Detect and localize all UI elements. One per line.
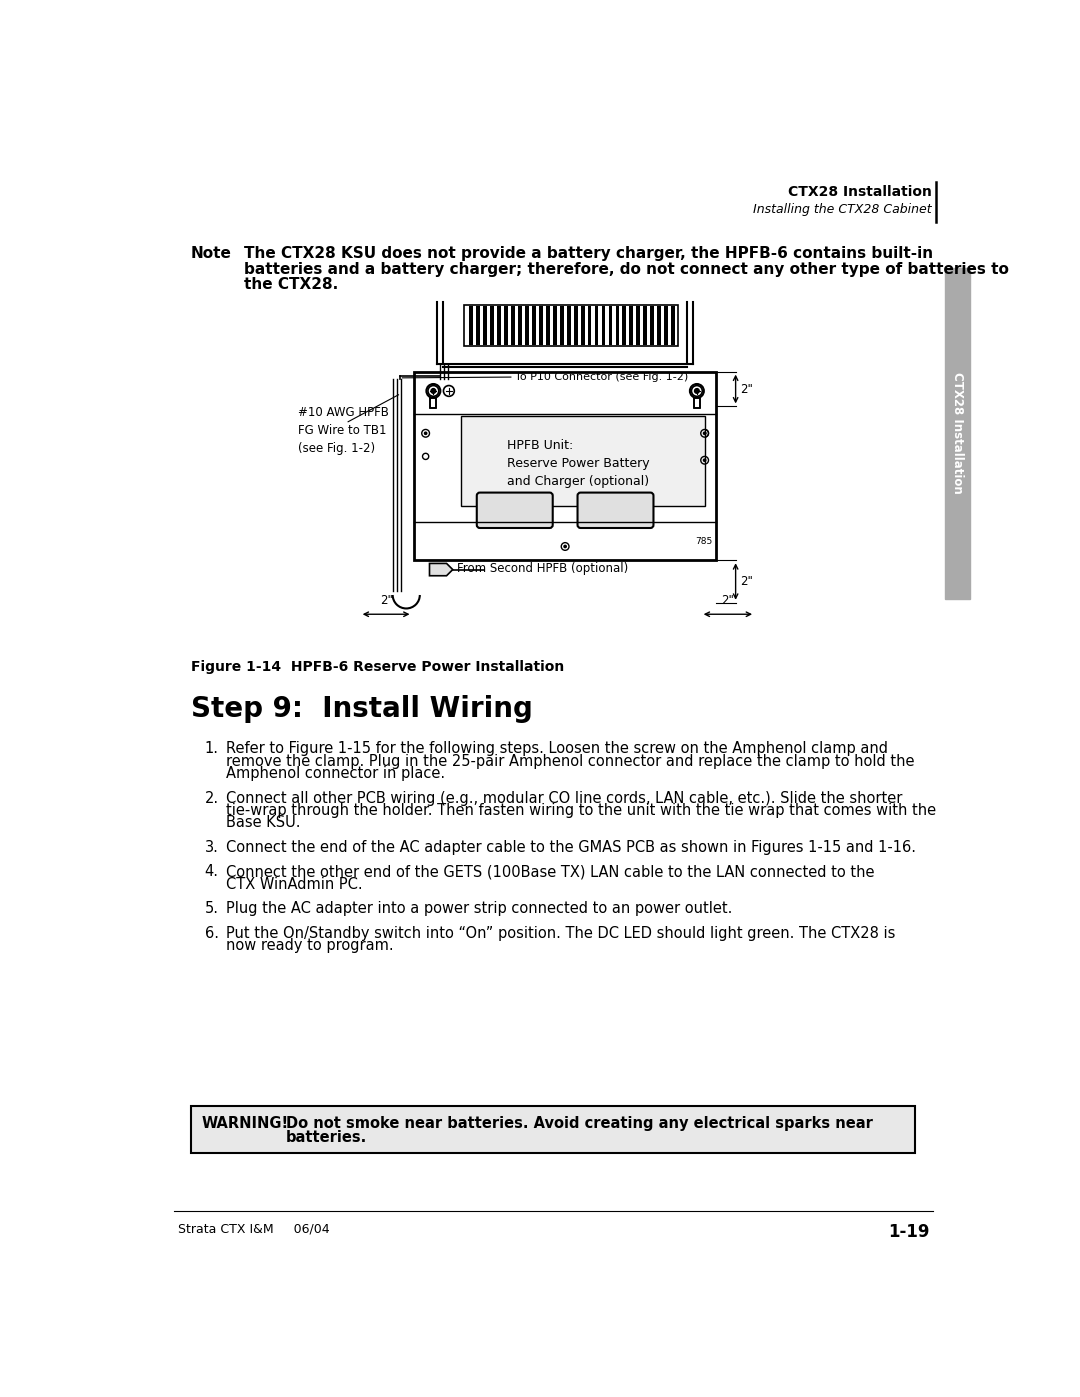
- Circle shape: [703, 432, 706, 434]
- Bar: [469, 306, 473, 345]
- Text: 785: 785: [696, 538, 713, 546]
- Bar: [460, 416, 704, 507]
- Bar: [945, 268, 971, 599]
- Bar: [511, 306, 515, 345]
- Text: 1-19: 1-19: [888, 1222, 930, 1241]
- Bar: [693, 398, 700, 408]
- Bar: [497, 306, 501, 345]
- Circle shape: [694, 388, 699, 393]
- Bar: [559, 306, 564, 345]
- Bar: [490, 306, 494, 345]
- Text: Connect all other PCB wiring (e.g., modular CO line cords, LAN cable, etc.). Sli: Connect all other PCB wiring (e.g., modu…: [227, 791, 903, 806]
- Text: From Second HPFB (optional): From Second HPFB (optional): [457, 562, 627, 574]
- Bar: [464, 305, 677, 346]
- FancyBboxPatch shape: [578, 493, 653, 528]
- Text: 2": 2": [740, 383, 753, 395]
- Text: Note: Note: [191, 246, 232, 261]
- Text: The CTX28 KSU does not provide a battery charger, the HPFB-6 contains built-in: The CTX28 KSU does not provide a battery…: [243, 246, 933, 261]
- Text: 2": 2": [740, 576, 753, 588]
- Text: Connect the end of the AC adapter cable to the GMAS PCB as shown in Figures 1-15: Connect the end of the AC adapter cable …: [227, 840, 917, 855]
- Text: #10 AWG HPFB
FG Wire to TB1
(see Fig. 1-2): #10 AWG HPFB FG Wire to TB1 (see Fig. 1-…: [298, 407, 389, 455]
- Bar: [672, 306, 675, 345]
- Bar: [191, 1105, 916, 1154]
- Text: CTX28 Installation: CTX28 Installation: [950, 373, 963, 495]
- Text: the CTX28.: the CTX28.: [243, 277, 338, 292]
- Text: WARNING!: WARNING!: [202, 1116, 288, 1132]
- Text: Connect the other end of the GETS (100Base TX) LAN cable to the LAN connected to: Connect the other end of the GETS (100Ba…: [227, 865, 875, 880]
- Bar: [602, 306, 606, 345]
- Bar: [531, 306, 536, 345]
- Bar: [483, 306, 487, 345]
- Bar: [545, 306, 550, 345]
- Bar: [595, 306, 598, 345]
- Text: Do not smoke near batteries. Avoid creating any electrical sparks near: Do not smoke near batteries. Avoid creat…: [286, 1116, 873, 1132]
- Text: tie-wrap through the holder. Then fasten wiring to the unit with the tie wrap th: tie-wrap through the holder. Then fasten…: [227, 803, 936, 817]
- Bar: [525, 306, 529, 345]
- Text: Amphenol connector in place.: Amphenol connector in place.: [227, 766, 446, 781]
- Bar: [630, 306, 633, 345]
- Text: now ready to program.: now ready to program.: [227, 939, 394, 953]
- Bar: [622, 306, 626, 345]
- Text: Step 9:  Install Wiring: Step 9: Install Wiring: [191, 696, 532, 724]
- Bar: [664, 306, 669, 345]
- Bar: [644, 306, 647, 345]
- Text: 2.: 2.: [204, 791, 218, 806]
- Text: Strata CTX I&M     06/04: Strata CTX I&M 06/04: [177, 1222, 329, 1235]
- Bar: [658, 306, 661, 345]
- Circle shape: [431, 388, 435, 393]
- Bar: [616, 306, 619, 345]
- Polygon shape: [430, 563, 453, 576]
- Circle shape: [424, 432, 427, 434]
- FancyBboxPatch shape: [476, 493, 553, 528]
- Text: Installing the CTX28 Cabinet: Installing the CTX28 Cabinet: [753, 203, 932, 215]
- Bar: [414, 372, 716, 560]
- Bar: [553, 306, 556, 345]
- Bar: [539, 306, 542, 345]
- Bar: [581, 306, 584, 345]
- Text: batteries.: batteries.: [286, 1130, 367, 1146]
- Text: CTX28 Installation: CTX28 Installation: [787, 186, 932, 200]
- Text: To P10 Connector (see Fig. 1-2): To P10 Connector (see Fig. 1-2): [515, 372, 688, 383]
- Text: Refer to Figure 1-15 for the following steps. Loosen the screw on the Amphenol c: Refer to Figure 1-15 for the following s…: [227, 742, 889, 756]
- Text: 2": 2": [721, 594, 734, 606]
- Bar: [573, 306, 578, 345]
- Text: 6.: 6.: [205, 926, 218, 942]
- Text: 2": 2": [380, 594, 392, 606]
- Text: 5.: 5.: [205, 901, 218, 916]
- Bar: [476, 306, 480, 345]
- Text: remove the clamp. Plug in the 25-pair Amphenol connector and replace the clamp t: remove the clamp. Plug in the 25-pair Am…: [227, 753, 915, 768]
- Text: 1.: 1.: [205, 742, 218, 756]
- Bar: [650, 306, 654, 345]
- Circle shape: [703, 460, 706, 461]
- Text: Plug the AC adapter into a power strip connected to an power outlet.: Plug the AC adapter into a power strip c…: [227, 901, 733, 916]
- Text: CTX WinAdmin PC.: CTX WinAdmin PC.: [227, 877, 363, 891]
- Bar: [567, 306, 570, 345]
- Text: 3.: 3.: [205, 840, 218, 855]
- Bar: [636, 306, 640, 345]
- Circle shape: [564, 545, 566, 548]
- Text: Figure 1-14  HPFB-6 Reserve Power Installation: Figure 1-14 HPFB-6 Reserve Power Install…: [191, 661, 564, 675]
- Bar: [430, 398, 436, 408]
- Text: Put the On/Standby switch into “On” position. The DC LED should light green. The: Put the On/Standby switch into “On” posi…: [227, 926, 895, 942]
- Circle shape: [703, 432, 706, 434]
- Bar: [517, 306, 522, 345]
- Text: 4.: 4.: [205, 865, 218, 880]
- Bar: [608, 306, 612, 345]
- Text: Base KSU.: Base KSU.: [227, 816, 301, 830]
- Text: HPFB Unit:
Reserve Power Battery
and Charger (optional): HPFB Unit: Reserve Power Battery and Cha…: [507, 440, 650, 489]
- Text: batteries and a battery charger; therefore, do not connect any other type of bat: batteries and a battery charger; therefo…: [243, 261, 1009, 277]
- Bar: [504, 306, 508, 345]
- Bar: [588, 306, 592, 345]
